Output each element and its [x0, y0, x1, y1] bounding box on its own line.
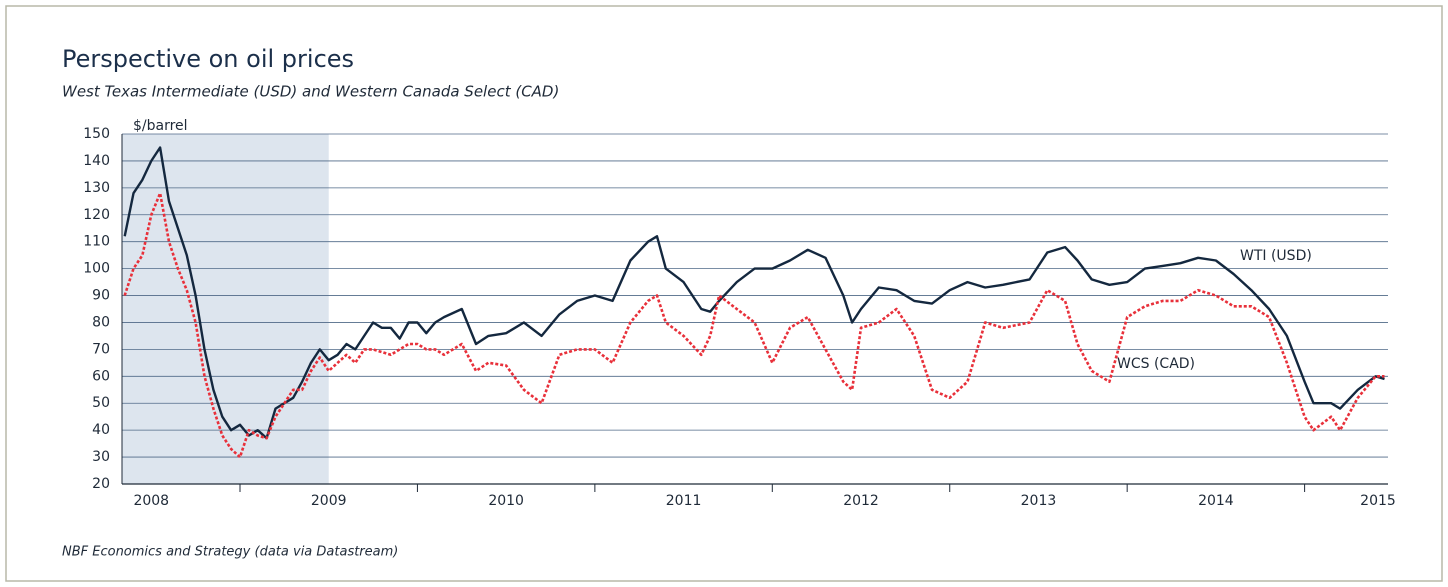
- series-label: WCS (CAD): [1117, 356, 1195, 372]
- series-label: WTI (USD): [1240, 248, 1312, 264]
- y-tick-label: 100: [83, 261, 110, 277]
- shaded-region: [122, 134, 329, 484]
- x-tick-label: 2008: [133, 493, 169, 509]
- y-tick-label: 60: [92, 368, 110, 384]
- source-note: NBF Economics and Strategy (data via Dat…: [62, 545, 398, 560]
- x-tick-label: 2010: [488, 493, 524, 509]
- y-tick-label: 50: [92, 395, 110, 411]
- y-tick-label: 30: [92, 449, 110, 465]
- x-tick-label: 2014: [1198, 493, 1234, 509]
- x-tick-label: 2012: [843, 493, 879, 509]
- y-tick-label: 80: [92, 314, 110, 330]
- y-tick-label: 150: [83, 126, 110, 142]
- y-tick-label: 20: [92, 476, 110, 492]
- y-tick-label: 70: [92, 341, 110, 357]
- chart-subtitle: West Texas Intermediate (USD) and Wester…: [62, 83, 559, 101]
- y-tick-label: 90: [92, 288, 110, 304]
- series-line: [123, 191, 1385, 459]
- chart-title: Perspective on oil prices: [62, 45, 354, 73]
- y-tick-label: 110: [83, 234, 110, 250]
- x-tick-label: 2009: [311, 493, 347, 509]
- series-line: [123, 146, 1385, 440]
- x-tick-label: 2013: [1021, 493, 1057, 509]
- y-unit-label: $/barrel: [133, 118, 188, 134]
- y-tick-label: 130: [83, 180, 110, 196]
- y-tick-label: 40: [92, 422, 110, 438]
- y-tick-label: 120: [83, 207, 110, 223]
- x-tick-label: 2015: [1360, 493, 1396, 509]
- y-tick-label: 140: [83, 153, 110, 169]
- x-tick-label: 2011: [666, 493, 702, 509]
